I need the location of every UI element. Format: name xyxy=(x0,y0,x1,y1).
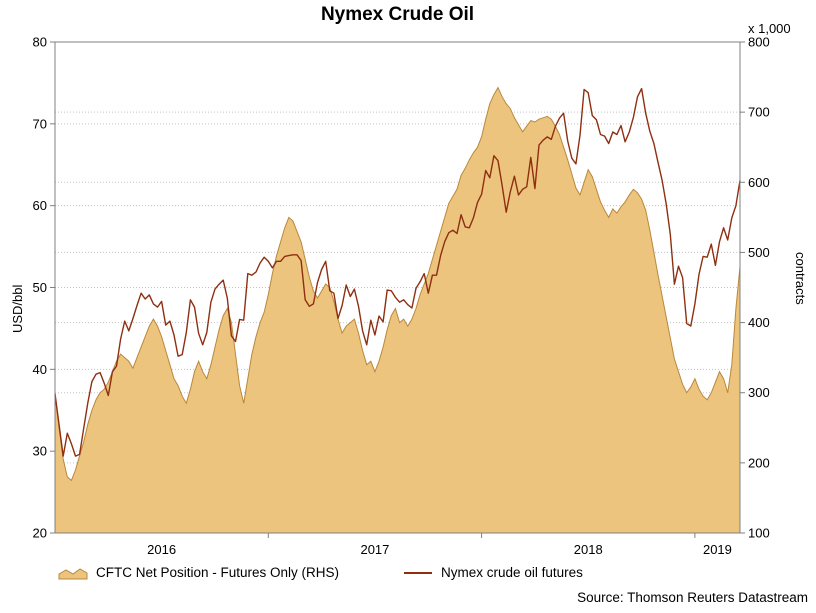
legend-item-cftc: CFTC Net Position - Futures Only (RHS) xyxy=(58,565,339,580)
left-axis-tick-label: 50 xyxy=(33,280,47,295)
legend-item-price: Nymex crude oil futures xyxy=(403,565,583,580)
x-axis-year-label: 2017 xyxy=(360,542,389,557)
left-axis-tick-label: 70 xyxy=(33,116,47,131)
line-swatch-icon xyxy=(404,571,433,574)
chart-title: Nymex Crude Oil xyxy=(320,4,475,25)
right-axis-tick-label: 100 xyxy=(748,526,770,541)
legend-label-cftc: CFTC Net Position - Futures Only (RHS) xyxy=(96,565,340,580)
right-axis-tick-label: 300 xyxy=(748,385,770,400)
right-axis-tick-label: 600 xyxy=(748,175,770,190)
price-line-series xyxy=(54,87,741,457)
area-swatch-icon xyxy=(58,567,88,579)
left-axis-tick-label: 30 xyxy=(33,444,47,459)
x-axis-year-label: 2019 xyxy=(703,542,732,557)
source-credit: Source: Thomson Reuters Datastream xyxy=(577,590,808,605)
right-axis-tick-label: 800 xyxy=(748,35,770,50)
right-axis-tick-label: 700 xyxy=(748,105,770,120)
legend: CFTC Net Position - Futures Only (RHS) N… xyxy=(58,565,583,580)
left-axis-tick-label: 80 xyxy=(33,35,47,50)
left-axis-tick-label: 40 xyxy=(33,362,47,377)
cftc-area-edge xyxy=(54,86,741,482)
right-axis-tick-label: 200 xyxy=(748,455,770,470)
right-axis-unit-label: x 1,000 xyxy=(748,21,791,36)
x-axis-year-label: 2018 xyxy=(574,542,603,557)
right-axis-tick-label: 400 xyxy=(748,315,770,330)
left-axis-tick-label: 60 xyxy=(33,198,47,213)
legend-label-price: Nymex crude oil futures xyxy=(441,565,583,580)
right-axis-tick-label: 500 xyxy=(748,245,770,260)
x-axis-year-label: 2016 xyxy=(147,542,176,557)
left-axis-tick-label: 20 xyxy=(33,526,47,541)
cftc-area-series xyxy=(55,87,740,533)
